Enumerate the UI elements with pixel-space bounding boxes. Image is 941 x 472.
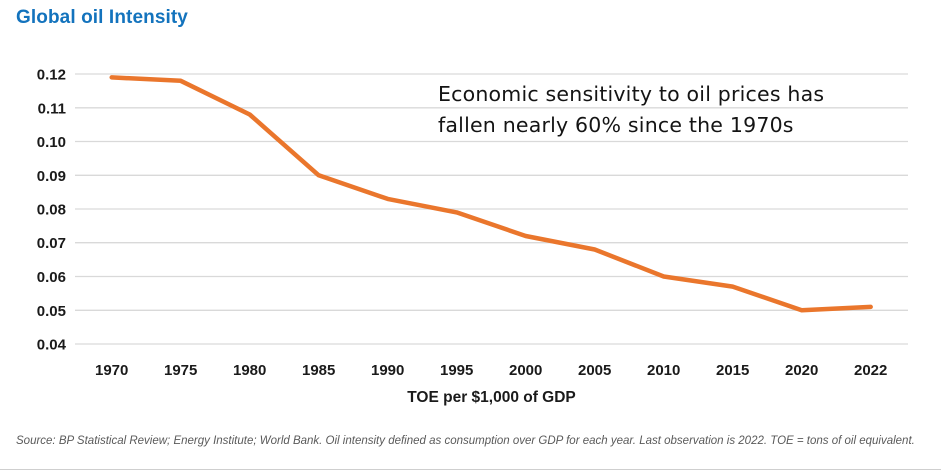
page-title: Global oil Intensity: [16, 7, 188, 28]
x-tick-label: 2020: [785, 362, 818, 379]
chart-annotation: Economic sensitivity to oil prices has f…: [438, 79, 918, 141]
x-axis-title: TOE per $1,000 of GDP: [407, 389, 576, 406]
y-tick-label: 0.08: [37, 202, 66, 219]
bottom-divider: [0, 469, 941, 470]
x-tick-label: 1995: [440, 362, 473, 379]
y-tick-label: 0.07: [37, 235, 66, 252]
x-tick-label: 1970: [95, 362, 128, 379]
y-tick-label: 0.12: [37, 67, 66, 84]
x-tick-label: 2010: [647, 362, 680, 379]
x-tick-label: 1990: [371, 362, 404, 379]
oil-intensity-line: [109, 75, 873, 313]
y-tick-label: 0.10: [37, 134, 66, 151]
x-tick-label: 1985: [302, 362, 335, 379]
x-tick-label: 2005: [578, 362, 611, 379]
y-tick-label: 0.06: [37, 269, 66, 286]
y-tick-label: 0.11: [38, 100, 66, 117]
x-tick-label: 1975: [164, 362, 197, 379]
x-tick-label: 2015: [716, 362, 749, 379]
x-tick-label: 2000: [509, 362, 542, 379]
y-tick-label: 0.09: [37, 168, 66, 185]
x-tick-label: 2022: [854, 362, 887, 379]
chart-annotation-line2: fallen nearly 60% since the 1970s: [438, 113, 794, 137]
y-tick-label: 0.04: [37, 337, 67, 354]
y-tick-label: 0.05: [37, 303, 66, 320]
x-tick-label: 1980: [233, 362, 266, 379]
oil-intensity-chart: 0.12 0.11 0.10 0.09 0.08 0.07 0.06 0.05 0.04 1970…: [37, 67, 908, 406]
chart-annotation-line1: Economic sensitivity to oil prices has: [438, 82, 825, 106]
source-note: Source: BP Statistical Review; Energy In…: [16, 435, 915, 447]
